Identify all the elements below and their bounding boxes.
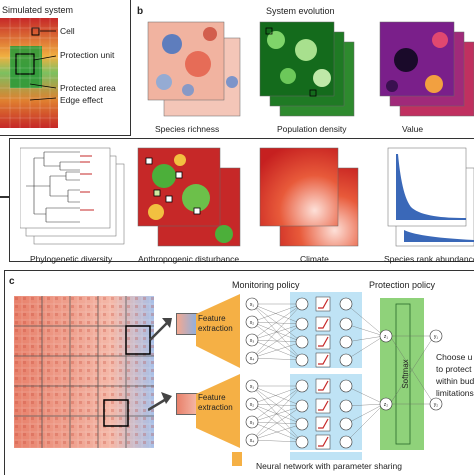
connector-line — [0, 196, 10, 198]
choose-line-2: to protect — [436, 364, 472, 374]
choose-line-3: within budg — [436, 376, 474, 386]
panel-c — [4, 270, 474, 475]
nn-caption: Neural network with parameter sharing — [256, 461, 402, 471]
feature-extraction-blocks — [196, 294, 242, 466]
svg-text:Softmax: Softmax — [401, 359, 410, 388]
map-anthropogenic-disturbance — [137, 147, 241, 247]
panel-b-lower — [9, 138, 474, 262]
panel-c-letter: c — [9, 276, 15, 287]
feature-extraction-label-top: Feature extraction — [198, 314, 233, 333]
svg-text:y₁: y₁ — [434, 334, 439, 340]
choose-line-1: Choose u — [436, 352, 473, 362]
svg-text:x₂: x₂ — [250, 402, 255, 408]
label-cell: Cell — [60, 26, 75, 36]
label-protected-area: Protected area — [60, 83, 116, 93]
label-edge-effect: Edge effect — [60, 95, 103, 105]
simulated-system-grid — [0, 18, 58, 128]
svg-text:y₂: y₂ — [434, 402, 439, 408]
panel-b-letter: b — [137, 6, 144, 17]
caption-phylogenetic-diversity: Phylogenetic diversity — [30, 254, 113, 264]
svg-text:z₁: z₁ — [384, 334, 389, 340]
protection-policy-title: Protection policy — [369, 280, 436, 290]
label-protection-unit: Protection unit — [60, 50, 115, 60]
panel-a — [0, 0, 131, 136]
phylogenetic-tree — [20, 147, 125, 245]
neural-network: x₁ x₂ x₃ x₄ x₁ x₂ x₃ x₄ z₁ z₂ y₁ y₂ Softmax — [245, 292, 443, 460]
caption-species-rank-abundance: Species rank abundance — [384, 254, 474, 264]
map-species-richness — [147, 21, 241, 117]
chart-species-rank-abundance — [387, 147, 474, 247]
patch-top — [176, 313, 198, 335]
feature-extraction-label-bottom: Feature extraction — [198, 393, 233, 412]
caption-anthropogenic-disturbance: Anthropogenic disturbance — [138, 254, 240, 264]
svg-text:x₂: x₂ — [250, 320, 255, 326]
svg-text:x₁: x₁ — [250, 384, 255, 390]
svg-text:z₂: z₂ — [384, 402, 389, 408]
choose-line-4: limitations — [436, 388, 474, 398]
svg-text:x₄: x₄ — [250, 356, 255, 362]
patch-bottom — [176, 393, 198, 415]
panel-a-title: Simulated system — [2, 5, 74, 15]
svg-text:x₃: x₃ — [250, 420, 255, 426]
svg-text:x₃: x₃ — [250, 338, 255, 344]
map-value — [379, 21, 474, 117]
panel-b-title: System evolution — [266, 6, 335, 16]
caption-species-richness: Species richness — [155, 124, 220, 134]
svg-text:x₄: x₄ — [250, 438, 255, 444]
monitoring-policy-title: Monitoring policy — [232, 280, 300, 290]
map-population-density — [259, 21, 355, 117]
extraction-arrows — [148, 318, 172, 412]
caption-value: Value — [402, 124, 424, 134]
caption-population-density: Population density — [277, 124, 347, 134]
monitoring-grid — [14, 296, 154, 448]
map-climate — [259, 147, 359, 247]
caption-climate: Climate — [300, 254, 329, 264]
svg-text:x₁: x₁ — [250, 302, 255, 308]
